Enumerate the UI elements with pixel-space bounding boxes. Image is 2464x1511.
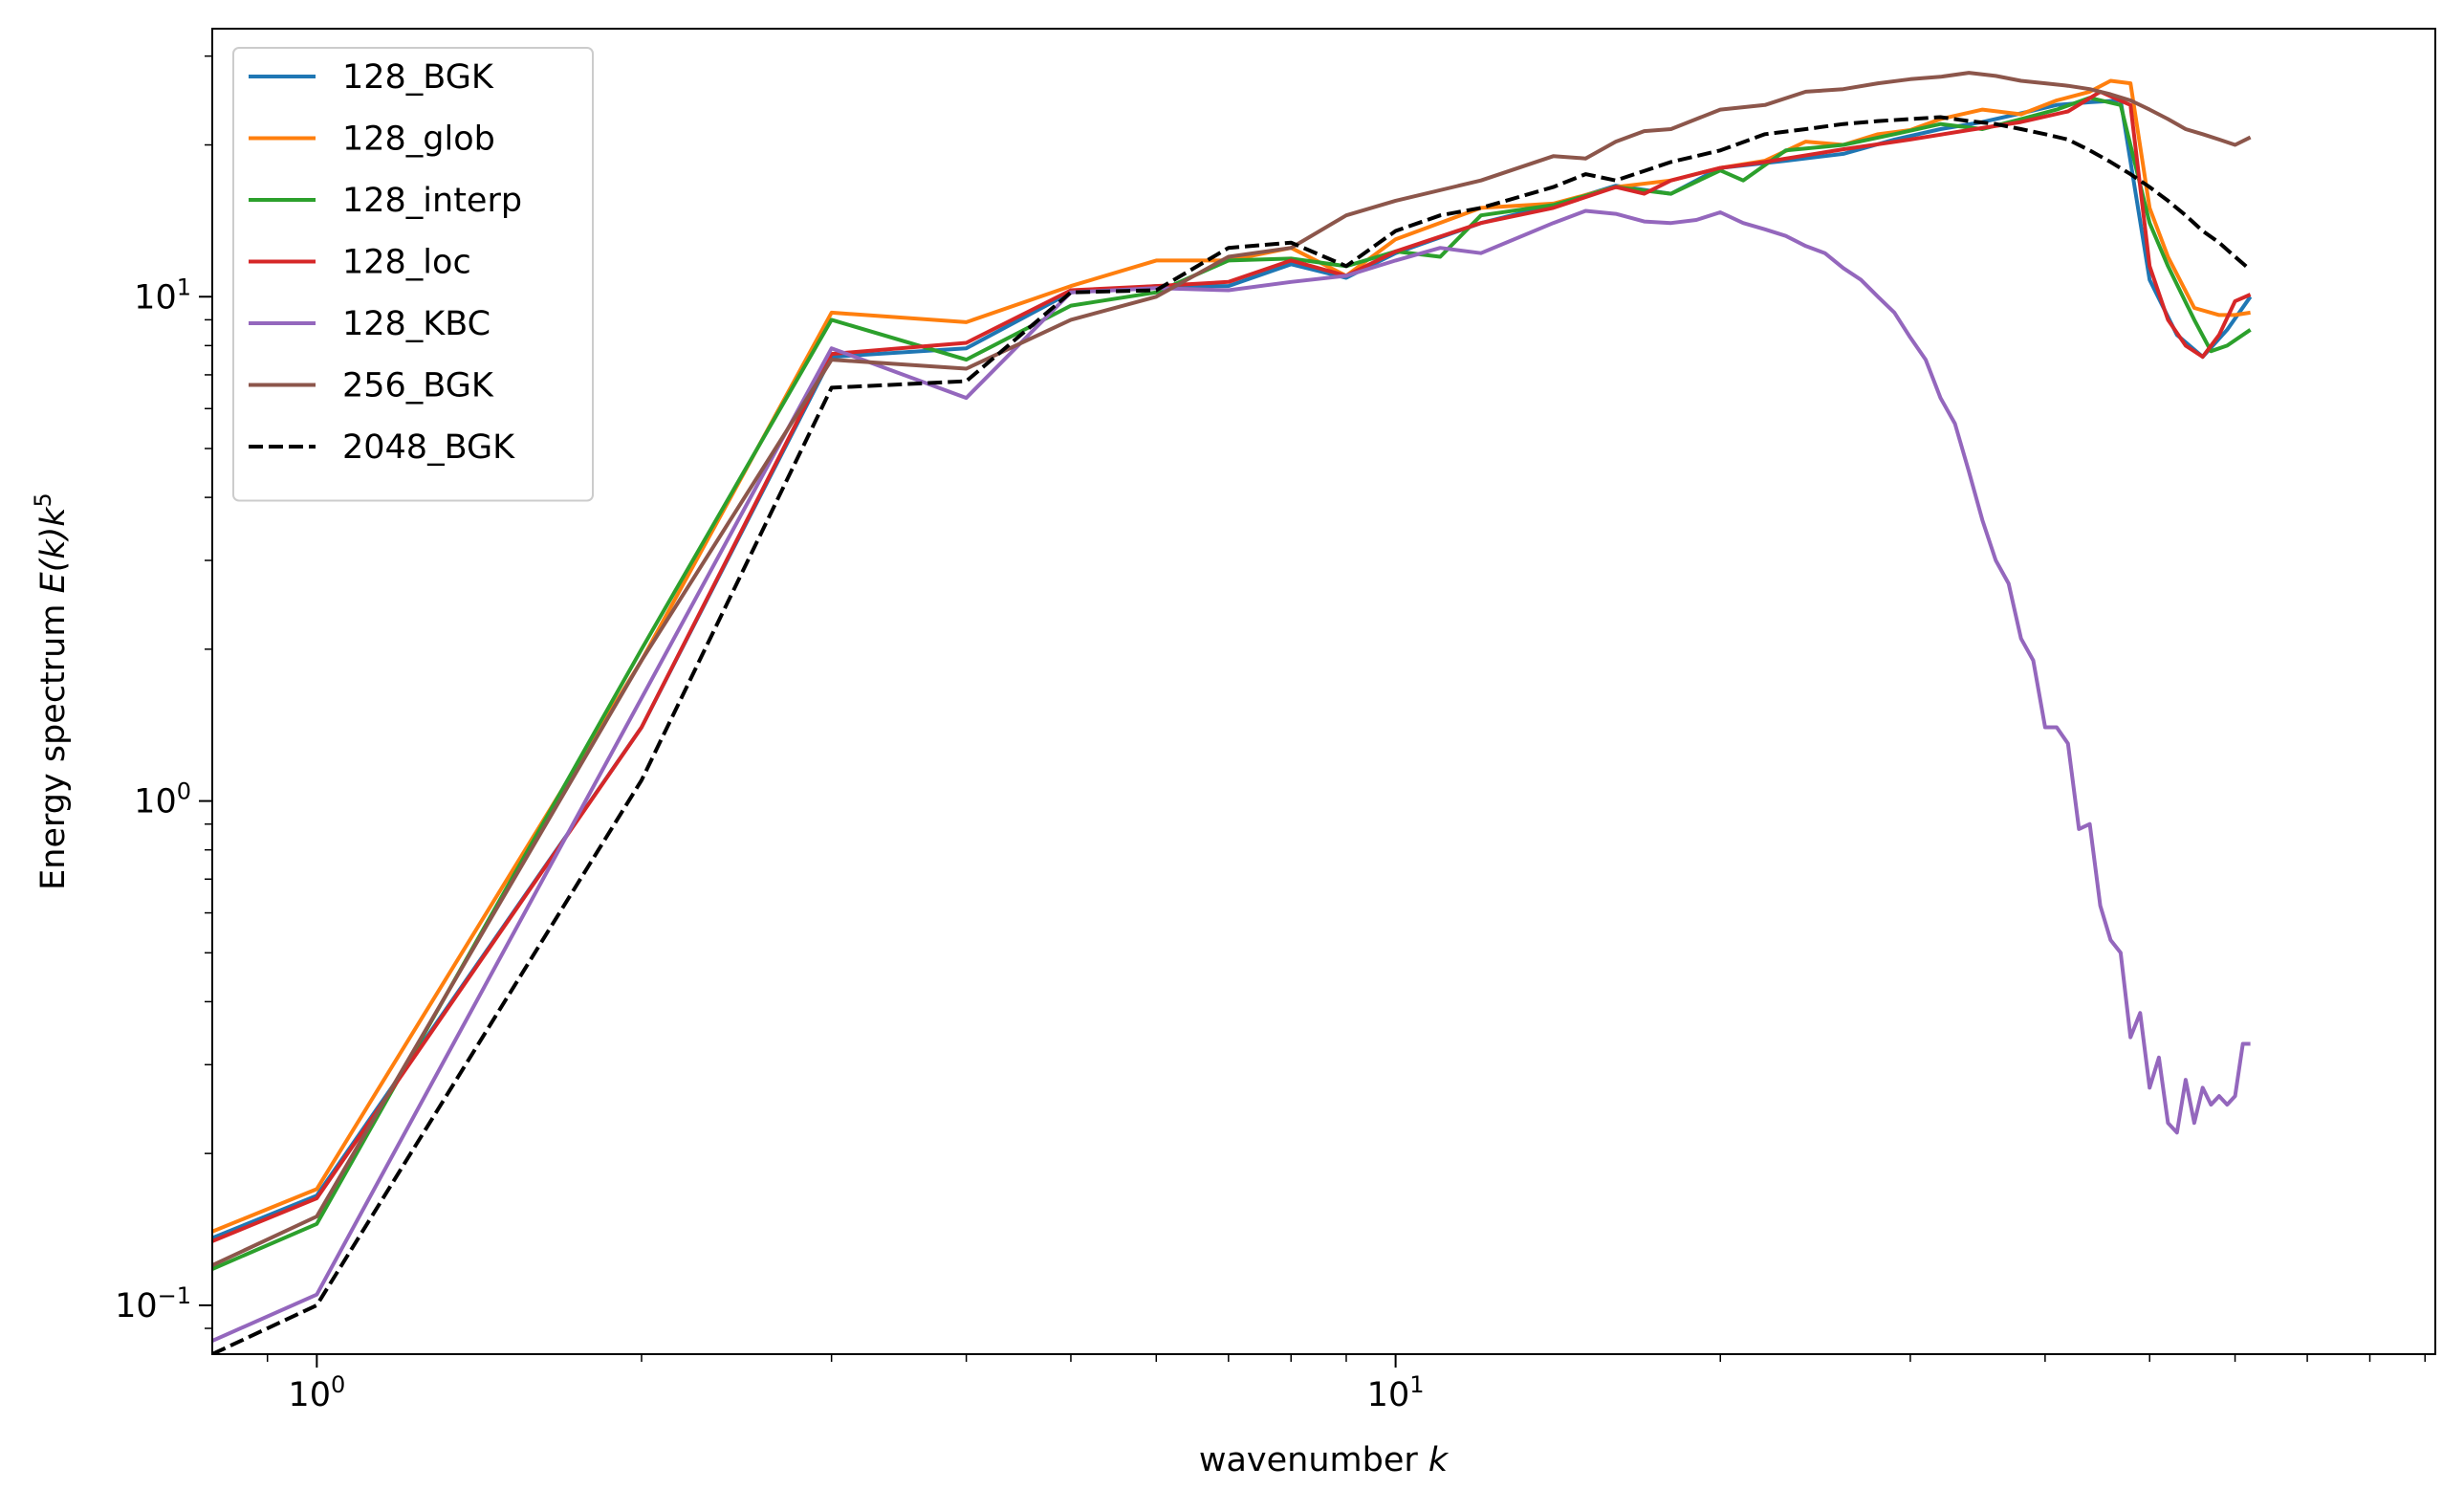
y-axis-label: Energy spectrum E(k)k5: [30, 493, 73, 890]
legend-box: [232, 47, 594, 502]
ticks-layer: 100 101 10−1 100 101: [115, 55, 2426, 1414]
x-axis-label: wavenumber k: [1199, 1441, 1450, 1479]
legend-label: 128_BGK: [342, 58, 494, 97]
x-tick-label: 101: [1367, 1371, 1425, 1414]
series-line-256_BGK: [212, 71, 2252, 1267]
legend-label: 256_BGK: [342, 367, 494, 405]
series-line-128_loc: [212, 89, 2252, 1243]
series-line-2048_BGK: [212, 115, 2252, 1354]
x-tick-label: 100: [288, 1371, 345, 1414]
legend-label: 128_interp: [342, 182, 522, 220]
y-tick-label: 101: [134, 274, 191, 317]
legend-label: 128_KBC: [342, 305, 491, 343]
y-tick-label: 100: [134, 778, 191, 821]
plot-frame: [211, 28, 2436, 1355]
series-line-128_KBC: [212, 208, 2251, 1343]
legend-label: 128_glob: [342, 120, 495, 159]
legend-label: 2048_BGK: [342, 428, 515, 467]
y-tick-label: 10−1: [115, 1282, 191, 1325]
series-layer: [212, 71, 2253, 1354]
legend: 128_BGK 128_glob 128_interp 128_loc 128_KBC 2…: [232, 47, 594, 502]
legend-label: 128_loc: [342, 244, 471, 282]
